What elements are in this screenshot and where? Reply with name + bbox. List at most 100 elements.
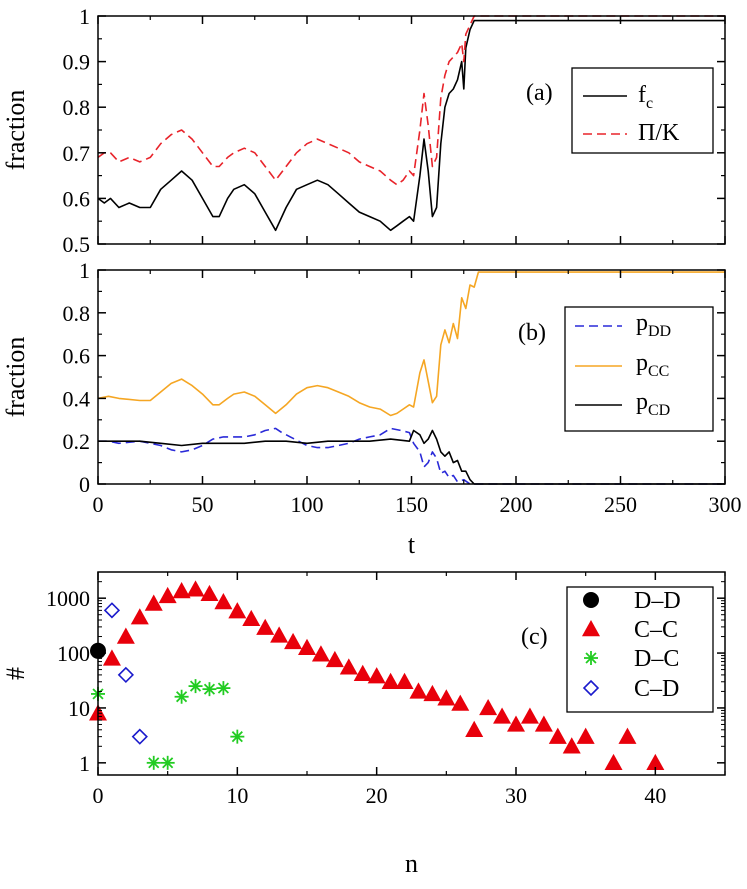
- y-tick-label: 100: [57, 641, 90, 666]
- y-tick-label: 1: [79, 4, 90, 29]
- y-tick-label: 0.4: [63, 386, 91, 411]
- scatter-point: [256, 618, 275, 635]
- legend-name: Π/K: [638, 120, 680, 146]
- scatter-point: [214, 593, 233, 610]
- y-tick-label: 10: [68, 696, 90, 721]
- scatter-point: [144, 594, 163, 611]
- x-tick-label: 150: [395, 492, 428, 517]
- y-tick-label: 0.7: [63, 141, 91, 166]
- y-axis-title: fraction: [1, 90, 30, 171]
- series-group-3: [103, 602, 148, 745]
- x-axis-title: t: [408, 530, 416, 559]
- x-tick-label: 10: [226, 783, 248, 808]
- legend-name: C–C: [634, 617, 678, 643]
- y-tick-label: 0.8: [63, 301, 91, 326]
- scatter-point: [507, 715, 525, 732]
- x-tick-label: 100: [291, 492, 324, 517]
- legend-name: f: [638, 82, 646, 108]
- series-group-1: [89, 580, 665, 771]
- series-line-0: [97, 19, 725, 232]
- legend-name: p: [636, 310, 648, 336]
- legend-subscript: c: [646, 95, 653, 112]
- scatter-point: [534, 715, 553, 732]
- x-tick-label: 50: [192, 492, 214, 517]
- panel-tag: (c): [521, 624, 548, 650]
- scatter-point: [117, 666, 134, 684]
- scatter-point: [160, 755, 175, 770]
- scatter-point: [423, 684, 442, 702]
- legend-label: pCC: [636, 350, 669, 380]
- legend-box: [571, 67, 714, 154]
- series-line-2: [98, 429, 725, 485]
- y-axis-title: #: [1, 667, 30, 680]
- legend-name: D–C: [634, 646, 679, 672]
- legend-label: fc: [638, 82, 653, 112]
- scatter-point: [146, 755, 161, 770]
- legend-label: Π/K: [638, 120, 680, 146]
- scatter-point: [646, 753, 665, 771]
- x-tick-label: 20: [366, 783, 388, 808]
- scatter-point: [395, 672, 414, 689]
- y-tick-label: 0.2: [63, 429, 91, 454]
- legend-label: D–C: [634, 646, 679, 672]
- legend-label: C–C: [634, 617, 678, 643]
- scatter-point: [103, 602, 121, 619]
- x-tick-label: 300: [709, 492, 742, 517]
- scatter-point: [520, 707, 539, 724]
- legend-name: p: [636, 389, 648, 415]
- scatter-point: [582, 679, 600, 697]
- scatter-point: [618, 727, 637, 744]
- scatter-point: [582, 620, 600, 637]
- legend-subscript: DD: [648, 323, 671, 340]
- x-tick-label: 30: [505, 783, 527, 808]
- panel-frame: [97, 571, 726, 776]
- legend: D–D C–C D–C C–D: [566, 586, 714, 713]
- y-tick-label: 1000: [46, 586, 90, 611]
- x-tick-label: 0: [93, 783, 104, 808]
- y-tick-label: 0.5: [63, 232, 91, 257]
- scatter-point: [437, 689, 456, 706]
- x-tick-label: 250: [604, 492, 637, 517]
- y-tick-label: 0.8: [63, 95, 91, 120]
- legend-label: C–D: [634, 676, 679, 702]
- scatter-point: [583, 592, 599, 608]
- scatter-point: [451, 694, 470, 711]
- y-tick-label: 0.6: [63, 186, 91, 211]
- y-tick-label: 1: [79, 258, 90, 283]
- scatter-point: [576, 727, 595, 744]
- legend-label: D–D: [634, 588, 681, 614]
- panel-tag: (a): [526, 80, 553, 106]
- scatter-point: [242, 609, 261, 627]
- scatter-point: [102, 649, 121, 666]
- scatter-point: [228, 602, 247, 619]
- scatter-point: [409, 682, 428, 699]
- scatter-point: [131, 728, 148, 745]
- legend-subscript: CD: [648, 402, 670, 419]
- legend-name: p: [636, 350, 648, 376]
- scatter-point: [188, 679, 203, 694]
- scatter-point: [479, 698, 498, 716]
- scatter-point: [311, 645, 330, 662]
- scatter-point: [200, 584, 219, 602]
- scatter-point: [174, 689, 189, 704]
- x-tick-label: 200: [500, 492, 533, 517]
- scatter-point: [339, 658, 358, 675]
- scatter-point: [353, 664, 372, 681]
- series-group-2: [91, 679, 245, 770]
- scatter-point: [270, 626, 289, 643]
- scatter-point: [367, 667, 386, 684]
- scatter-point: [284, 632, 303, 650]
- series-line-1: [97, 271, 725, 417]
- legend-label: pDD: [636, 310, 671, 340]
- y-tick-label: 0.9: [63, 50, 91, 75]
- y-tick-label: 0.6: [63, 344, 91, 369]
- scatter-point: [186, 580, 205, 597]
- y-tick-label: 1: [79, 751, 90, 776]
- scatter-point: [216, 681, 231, 696]
- legend-subscript: CC: [648, 363, 669, 380]
- x-axis-title: n: [405, 849, 418, 878]
- x-tick-label: 40: [644, 783, 666, 808]
- scatter-point: [202, 682, 217, 697]
